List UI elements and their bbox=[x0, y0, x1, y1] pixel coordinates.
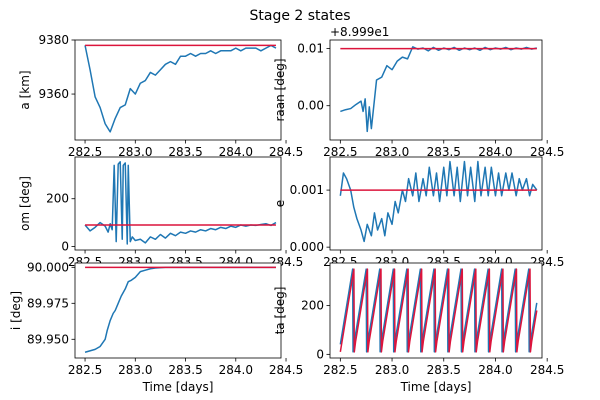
y-axis-label-ta: ta [deg] bbox=[273, 287, 287, 335]
subplot-i: 282.5 283.0 283.5 284.0 284.5 89.950 89.975 90.… bbox=[9, 260, 303, 394]
simulated-line-a bbox=[84, 44, 277, 133]
y-tick-label-a: 9380 bbox=[38, 33, 69, 47]
y-tick-label-raan: 0.01 bbox=[297, 42, 324, 56]
x-tick-label-i: 283.0 bbox=[118, 363, 152, 377]
x-tick-label-raan: 284.0 bbox=[478, 145, 512, 159]
y-tick-label-om: 0 bbox=[61, 239, 69, 253]
y-axis-label-om: om [deg] bbox=[18, 176, 32, 231]
simulated-line-om bbox=[84, 161, 277, 245]
x-tick-label-ta: 284.5 bbox=[530, 363, 564, 377]
axes-frame-a bbox=[74, 39, 282, 141]
axes-frame-om bbox=[74, 156, 282, 251]
simulated-line-e bbox=[339, 160, 538, 243]
y-tick-label-ta: 0 bbox=[316, 347, 324, 361]
plot-area-e bbox=[330, 157, 542, 250]
y-axis-label-i: i [deg] bbox=[9, 291, 23, 330]
axes-frame-i bbox=[74, 262, 282, 359]
series-group-i bbox=[84, 266, 276, 353]
x-axis-label-ta: Time [days] bbox=[400, 380, 472, 394]
x-tick-label-i: 282.5 bbox=[68, 363, 102, 377]
x-tick-label-a: 284.5 bbox=[269, 145, 303, 159]
subplot-ta: 282.5 283.0 283.5 284.0 284.5 0 200 ta [deg] Tim… bbox=[273, 262, 564, 394]
subplot-raan: 282.5 283.0 283.5 284.0 284.5 0.00 0.01 raan [d… bbox=[273, 25, 564, 159]
plot-area-om bbox=[75, 157, 281, 250]
y-tick-label-i: 90.000 bbox=[27, 260, 69, 274]
axes-frame-ta bbox=[329, 262, 543, 359]
x-tick-label-a: 284.0 bbox=[219, 145, 253, 159]
series-group-e bbox=[339, 160, 538, 243]
y-tick-label-om: 200 bbox=[46, 192, 69, 206]
series-group-om bbox=[84, 161, 277, 245]
x-tick-label-raan: 283.5 bbox=[427, 145, 461, 159]
y-tick-label-e: 0.001 bbox=[290, 183, 324, 197]
x-tick-label-ta: 282.5 bbox=[323, 363, 357, 377]
figure-title: Stage 2 states bbox=[249, 8, 350, 24]
x-tick-label-raan: 283.0 bbox=[375, 145, 409, 159]
subplot-a: 282.5 283.0 283.5 284.0 284.5 9360 9380 a [km] bbox=[18, 33, 303, 159]
y-tick-label-i: 89.975 bbox=[27, 296, 69, 310]
series-group-raan bbox=[340, 46, 537, 133]
y-tick-label-raan: 0.00 bbox=[297, 99, 324, 113]
y-axis-label-raan: raan [deg] bbox=[273, 58, 287, 121]
series-group-a bbox=[84, 44, 277, 133]
y-axis-label-e: e bbox=[273, 200, 287, 207]
x-tick-label-ta: 283.5 bbox=[427, 363, 461, 377]
offset-label-raan: +8.999e1 bbox=[330, 25, 389, 39]
x-tick-label-a: 282.5 bbox=[68, 145, 102, 159]
target-line-ta bbox=[339, 268, 538, 353]
y-tick-label-a: 9360 bbox=[38, 87, 69, 101]
x-tick-label-a: 283.0 bbox=[118, 145, 152, 159]
x-tick-label-i: 283.5 bbox=[168, 363, 202, 377]
x-tick-label-ta: 283.0 bbox=[375, 363, 409, 377]
x-axis-label-i: Time [days] bbox=[142, 380, 214, 394]
y-tick-label-i: 89.950 bbox=[27, 332, 69, 346]
plot-area-raan bbox=[330, 40, 542, 140]
x-tick-label-i: 284.0 bbox=[219, 363, 253, 377]
axes-frame-e bbox=[329, 156, 543, 251]
x-tick-label-raan: 282.5 bbox=[323, 145, 357, 159]
y-tick-label-e: 0.000 bbox=[290, 240, 324, 254]
x-tick-label-ta: 284.0 bbox=[478, 363, 512, 377]
y-tick-label-ta: 200 bbox=[301, 299, 324, 313]
plot-area-i bbox=[75, 263, 281, 358]
y-axis-label-a: a [km] bbox=[18, 70, 32, 109]
x-tick-label-a: 283.5 bbox=[168, 145, 202, 159]
axes-frame-raan bbox=[329, 39, 543, 141]
x-tick-label-raan: 284.5 bbox=[530, 145, 564, 159]
plot-area-a bbox=[75, 40, 281, 140]
x-tick-label-i: 284.5 bbox=[269, 363, 303, 377]
series-group-ta bbox=[339, 268, 538, 353]
